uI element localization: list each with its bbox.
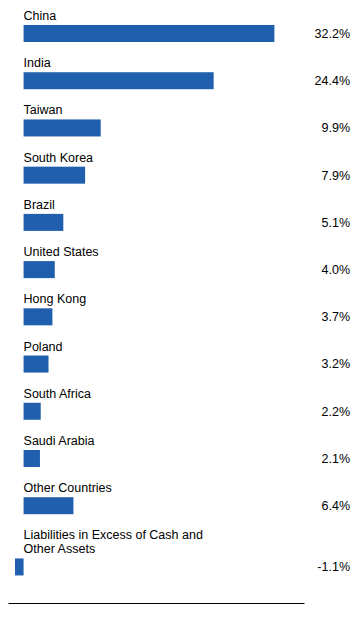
bar: [24, 167, 86, 184]
category-label: India: [24, 56, 51, 70]
value-label: -1.1%: [317, 560, 350, 574]
x-axis-line: [9, 603, 305, 604]
value-label: 3.7%: [322, 310, 351, 324]
value-label: 32.2%: [315, 27, 350, 41]
value-label: 2.1%: [322, 452, 351, 466]
category-label: Liabilities in Excess of Cash andOther A…: [24, 528, 203, 556]
bar: [24, 119, 101, 136]
bar: [24, 72, 214, 89]
bar: [24, 403, 41, 420]
x-axis: [9, 603, 305, 604]
chart: China India Taiwan South Korea Brazil United …: [0, 0, 360, 617]
bar: [24, 356, 49, 373]
category-label: South Korea: [24, 151, 94, 165]
category-label: Poland: [24, 340, 63, 354]
bar: [24, 261, 55, 278]
category-label: South Africa: [24, 387, 91, 401]
category-label: Saudi Arabia: [24, 434, 95, 448]
bars: [15, 25, 274, 575]
bar: [24, 308, 53, 325]
category-label: Brazil: [24, 198, 55, 212]
bar: [15, 558, 24, 575]
value-label: 6.4%: [322, 499, 351, 513]
bar: [24, 450, 40, 467]
bar: [24, 214, 64, 231]
value-label: 9.9%: [322, 121, 351, 135]
category-label: United States: [24, 245, 99, 259]
bar: [24, 25, 275, 42]
value-label: 5.1%: [322, 216, 351, 230]
labels: China India Taiwan South Korea Brazil United …: [24, 9, 350, 574]
value-label: 3.2%: [322, 357, 351, 371]
value-label: 7.9%: [322, 169, 351, 183]
category-label: Other Countries: [24, 481, 112, 495]
category-label: Taiwan: [24, 103, 63, 117]
category-label: Hong Kong: [24, 292, 87, 306]
category-label: China: [24, 9, 57, 23]
value-label: 2.2%: [322, 405, 351, 419]
value-label: 4.0%: [322, 263, 351, 277]
value-label: 24.4%: [315, 74, 350, 88]
bar: [24, 497, 74, 514]
